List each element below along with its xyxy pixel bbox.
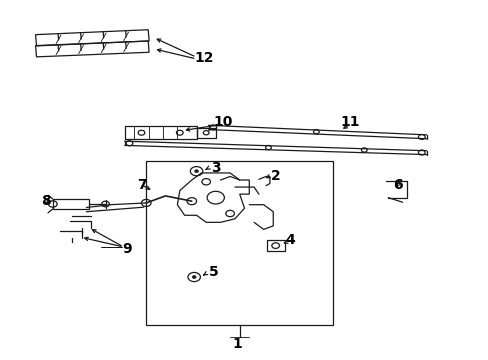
Text: 4: 4	[285, 233, 294, 247]
Bar	[146, 161, 332, 325]
Text: 5: 5	[208, 265, 218, 279]
Text: 2: 2	[270, 170, 280, 184]
Bar	[124, 126, 196, 139]
Text: 12: 12	[194, 51, 213, 65]
Text: 1: 1	[232, 337, 242, 351]
Bar	[266, 240, 285, 251]
Text: 3: 3	[210, 161, 220, 175]
Text: 8: 8	[41, 194, 50, 208]
Bar	[196, 128, 215, 138]
Text: 7: 7	[136, 178, 146, 192]
Circle shape	[192, 276, 196, 278]
Text: 6: 6	[392, 178, 402, 192]
Circle shape	[194, 170, 198, 172]
Text: 10: 10	[213, 115, 232, 129]
Text: 11: 11	[340, 115, 359, 129]
Text: 9: 9	[122, 242, 132, 256]
Bar	[53, 199, 89, 209]
